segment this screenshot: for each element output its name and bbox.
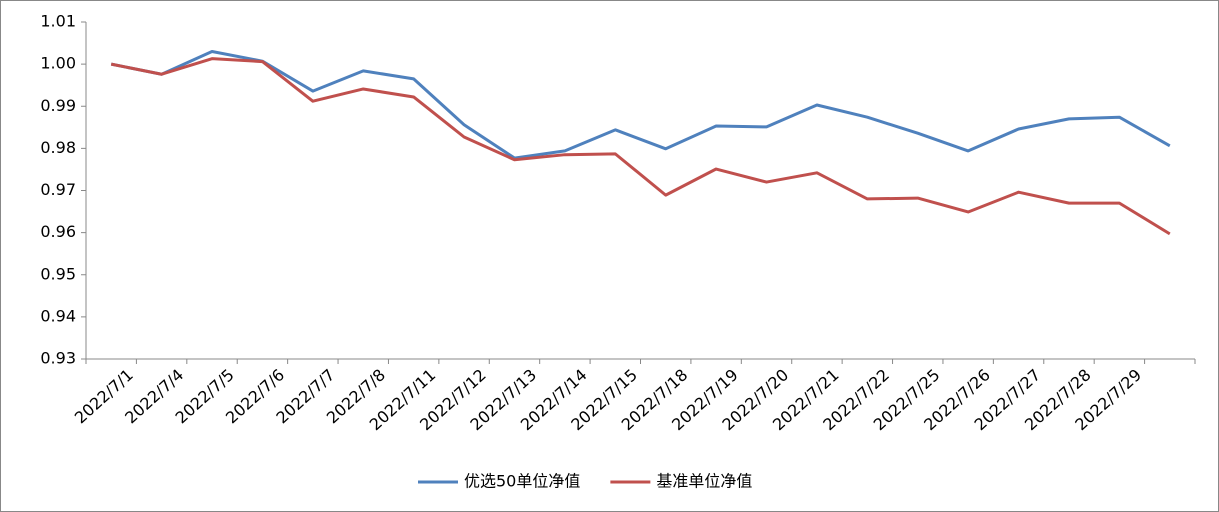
y-tick-label: 0.94 [40, 306, 76, 325]
y-tick-label: 1.00 [40, 54, 76, 73]
legend-label: 优选50单位净值 [464, 472, 580, 491]
y-tick-label: 0.97 [40, 180, 76, 199]
y-tick-label: 1.01 [40, 12, 76, 31]
y-tick-label: 0.93 [40, 349, 76, 368]
series-line [110, 49, 1171, 160]
series-line [110, 57, 1171, 236]
legend-label: 基准单位净值 [656, 472, 752, 491]
y-tick-label: 0.95 [40, 264, 76, 283]
y-tick-label: 0.98 [40, 138, 76, 157]
y-tick-label: 0.99 [40, 96, 76, 115]
y-tick-label: 0.96 [40, 222, 76, 241]
